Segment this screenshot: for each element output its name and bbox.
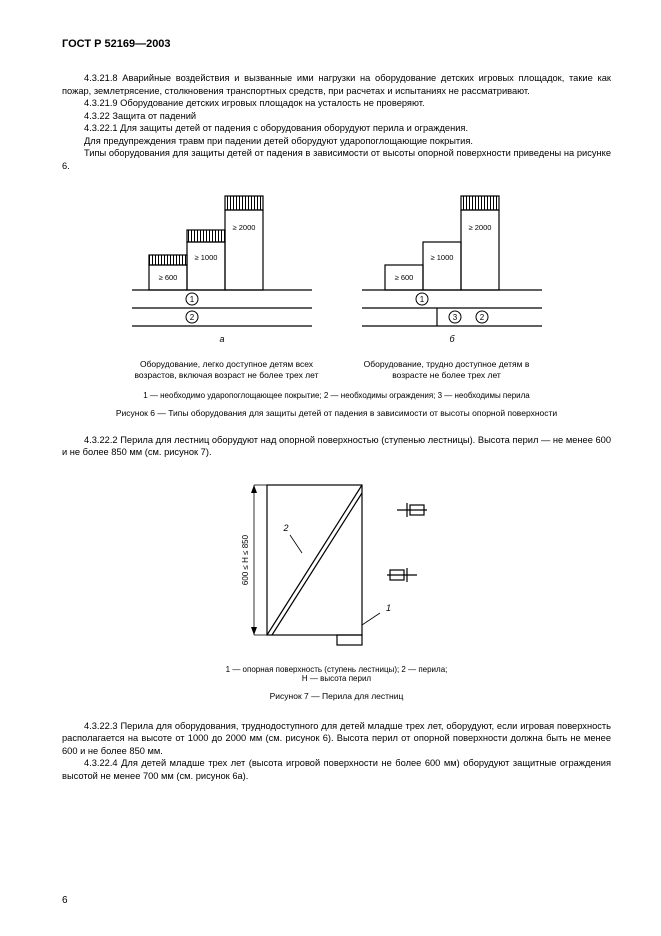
fig7-vlabel: 600 ≤ H ≤ 850 — [241, 534, 250, 585]
para-43221c: Типы оборудования для защиты детей от па… — [62, 147, 611, 172]
fig7-cross-top — [397, 503, 427, 517]
figure-6b-svg: ≥ 600 ≥ 1000 ≥ 2000 1 3 2 б — [357, 180, 547, 355]
para-43224: 4.3.22.4 Для детей младше трех лет (высо… — [62, 757, 611, 782]
body-block-2: 4.3.22.2 Перила для лестниц оборудуют на… — [62, 434, 611, 459]
para-43223: 4.3.22.3 Перила для оборудования, трудно… — [62, 720, 611, 758]
fig6b-low-label: ≥ 600 — [394, 273, 413, 282]
fig6-label-b: б — [449, 334, 455, 344]
fig6b-circle3: 3 — [452, 313, 457, 322]
body-block-3: 4.3.22.3 Перила для оборудования, трудно… — [62, 720, 611, 783]
fig6-legend: 1 — необходимо ударопоглощающее покрытие… — [62, 391, 611, 400]
para-43222: 4.3.22.2 Перила для лестниц оборудуют на… — [62, 434, 611, 459]
fig6b-circle2: 2 — [479, 313, 484, 322]
doc-header: ГОСТ Р 52169—2003 — [62, 38, 611, 50]
page-number: 6 — [62, 895, 68, 906]
fig7-legend: 1 — опорная поверхность (ступень лестниц… — [62, 665, 611, 683]
para-43218: 4.3.21.8 Аварийные воздействия и вызванн… — [62, 72, 611, 97]
fig6a-circle1: 1 — [189, 295, 194, 304]
fig6a-low-label: ≥ 600 — [158, 273, 177, 282]
fig6b-high-label: ≥ 2000 — [468, 223, 491, 232]
fig6b-circle1: 1 — [419, 295, 424, 304]
fig6-caption-b: Оборудование, трудно доступное детям в в… — [352, 359, 542, 381]
fig6b-mid-label: ≥ 1000 — [430, 253, 453, 262]
fig6-caption-a: Оборудование, легко доступное детям всех… — [132, 359, 322, 381]
fig6a-high-label: ≥ 2000 — [232, 223, 255, 232]
figure-7-svg: 600 ≤ H ≤ 850 2 1 — [212, 465, 462, 655]
fig7-n1: 1 — [386, 603, 391, 613]
para-4322: 4.3.22 Защита от падений — [62, 110, 611, 123]
fig6-title: Рисунок 6 — Типы оборудования для защиты… — [62, 408, 611, 419]
fig7-title: Рисунок 7 — Перила для лестниц — [62, 691, 611, 702]
para-43219: 4.3.21.9 Оборудование детских игровых пл… — [62, 97, 611, 110]
fig6a-mid-label: ≥ 1000 — [194, 253, 217, 262]
figure-7: 600 ≤ H ≤ 850 2 1 — [62, 465, 611, 655]
figure-6: ≥ 600 ≥ 1000 ≥ 2000 1 2 а ≥ 6 — [62, 180, 611, 355]
figure-6a-svg: ≥ 600 ≥ 1000 ≥ 2000 1 2 а — [127, 180, 317, 355]
para-43221: 4.3.22.1 Для защиты детей от падения с о… — [62, 122, 611, 135]
para-43221b: Для предупреждения травм при падении дет… — [62, 135, 611, 148]
fig7-n2: 2 — [282, 523, 288, 533]
body-block-1: 4.3.21.8 Аварийные воздействия и вызванн… — [62, 72, 611, 172]
fig6a-circle2: 2 — [189, 313, 194, 322]
fig6-label-a: а — [219, 334, 224, 344]
fig7-cross-bottom — [387, 568, 417, 582]
